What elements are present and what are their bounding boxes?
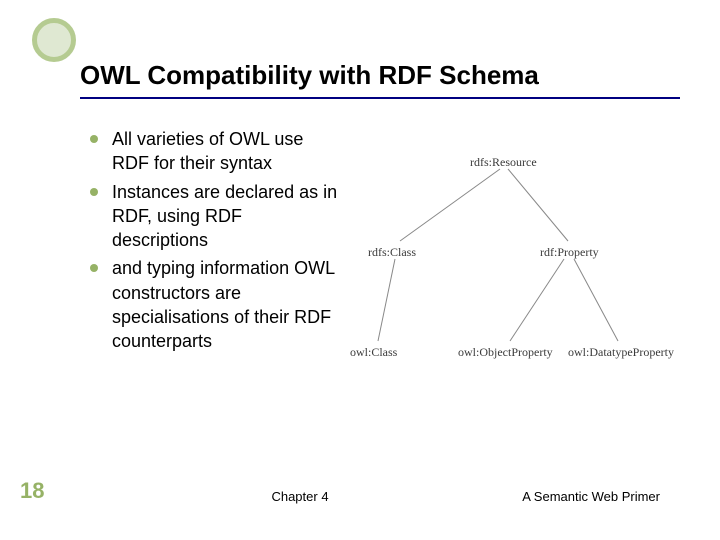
bullet-dot-icon: [90, 188, 98, 196]
diagram-edge: [400, 169, 500, 241]
diagram-edge: [378, 259, 395, 341]
diagram-edge: [510, 259, 564, 341]
bullet-item: Instances are declared as in RDF, using …: [90, 180, 340, 253]
slide-title: OWL Compatibility with RDF Schema: [80, 60, 670, 91]
bullet-text: Instances are declared as in RDF, using …: [112, 180, 340, 253]
diagram-node: owl:ObjectProperty: [458, 345, 553, 360]
diagram-node: owl:Class: [350, 345, 397, 360]
footer-chapter: Chapter 4: [271, 489, 328, 504]
bullet-text: and typing information OWL constructors …: [112, 256, 340, 353]
bullet-dot-icon: [90, 264, 98, 272]
content-row: All varieties of OWL use RDF for their s…: [50, 127, 670, 387]
slide-number: 18: [20, 478, 44, 504]
hierarchy-diagram: rdfs:Resource rdfs:Class rdf:Property owl:C…: [350, 127, 670, 387]
diagram-node: rdfs:Resource: [470, 155, 537, 170]
bullet-item: All varieties of OWL use RDF for their s…: [90, 127, 340, 176]
bullet-dot-icon: [90, 135, 98, 143]
footer-source: A Semantic Web Primer: [522, 489, 660, 504]
diagram-node: rdfs:Class: [368, 245, 416, 260]
diagram-node: rdf:Property: [540, 245, 599, 260]
diagram-node: owl:DatatypeProperty: [568, 345, 674, 360]
bullet-list: All varieties of OWL use RDF for their s…: [50, 127, 340, 387]
title-underline: [80, 97, 680, 99]
logo-circle-icon: [32, 18, 76, 62]
slide: OWL Compatibility with RDF Schema All va…: [0, 0, 720, 540]
diagram-edge: [508, 169, 568, 241]
bullet-text: All varieties of OWL use RDF for their s…: [112, 127, 340, 176]
diagram-edge: [574, 259, 618, 341]
bullet-item: and typing information OWL constructors …: [90, 256, 340, 353]
